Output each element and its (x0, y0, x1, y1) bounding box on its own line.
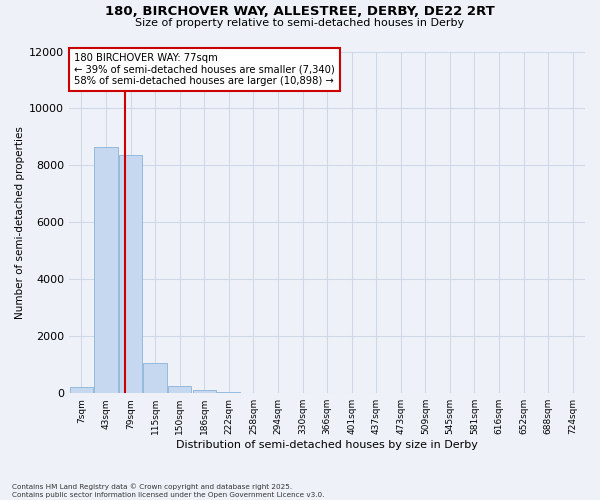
Text: 180, BIRCHOVER WAY, ALLESTREE, DERBY, DE22 2RT: 180, BIRCHOVER WAY, ALLESTREE, DERBY, DE… (105, 5, 495, 18)
Bar (193, 390, 216, 393)
X-axis label: Distribution of semi-detached houses by size in Derby: Distribution of semi-detached houses by … (176, 440, 478, 450)
Bar (217, 392, 241, 393)
Bar (168, 386, 191, 393)
Bar (119, 156, 142, 393)
Bar (94, 147, 118, 393)
Text: Contains HM Land Registry data © Crown copyright and database right 2025.
Contai: Contains HM Land Registry data © Crown c… (12, 484, 325, 498)
Text: Size of property relative to semi-detached houses in Derby: Size of property relative to semi-detach… (136, 18, 464, 28)
Text: 180 BIRCHOVER WAY: 77sqm
← 39% of semi-detached houses are smaller (7,340)
58% o: 180 BIRCHOVER WAY: 77sqm ← 39% of semi-d… (74, 53, 335, 86)
Bar (70, 386, 93, 393)
Bar (143, 364, 167, 393)
Y-axis label: Number of semi-detached properties: Number of semi-detached properties (15, 126, 25, 319)
